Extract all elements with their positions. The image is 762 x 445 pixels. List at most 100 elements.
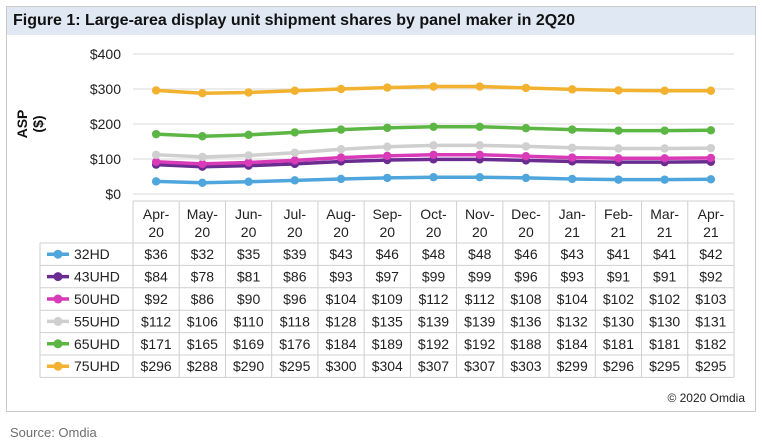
x-tick-label: Aug-	[326, 206, 356, 222]
legend-marker-key	[53, 294, 63, 304]
data-point-32HD	[383, 173, 392, 183]
table-value-label: $304	[372, 358, 403, 374]
y-tick-label: $200	[90, 116, 121, 132]
table-value-label: $84	[144, 269, 168, 285]
legend-series-name: 75UHD	[74, 358, 120, 374]
table-value-label: $108	[510, 291, 541, 307]
x-tick-label: 20	[148, 224, 164, 240]
data-point-32HD	[336, 174, 346, 184]
table-value-label: $303	[510, 358, 541, 374]
data-point-50UHD	[567, 153, 577, 162]
data-point-65UHD	[614, 126, 623, 135]
table-value-label: $296	[603, 358, 634, 374]
data-point-65UHD	[706, 126, 716, 135]
data-point-50UHD	[706, 153, 716, 163]
table-value-label: $46	[376, 246, 400, 262]
y-tick-label: $0	[105, 186, 121, 202]
table-value-label: $39	[283, 246, 307, 262]
copyright-text: © 2020 Omdia	[667, 391, 745, 405]
x-tick-label: 21	[703, 224, 719, 240]
data-point-75UHD	[151, 86, 161, 95]
table-value-label: $48	[468, 246, 492, 262]
table-value-label: $307	[418, 358, 449, 374]
data-point-55UHD	[151, 150, 161, 159]
x-tick-label: 20	[195, 224, 211, 240]
data-point-55UHD	[336, 145, 346, 154]
x-tick-label: 20	[287, 224, 303, 240]
data-point-75UHD	[567, 85, 577, 94]
table-value-label: $86	[283, 269, 307, 285]
x-tick-label: 21	[564, 224, 580, 240]
data-point-50UHD	[198, 159, 207, 169]
table-value-label: $46	[514, 246, 538, 262]
x-tick-label: Feb-	[604, 206, 633, 222]
table-value-label: $295	[695, 358, 726, 374]
table-value-label: $296	[141, 358, 172, 374]
figure-frame: Figure 1: Large-area display unit shipme…	[6, 6, 756, 412]
data-point-65UHD	[244, 130, 253, 140]
table-value-label: $135	[372, 313, 403, 329]
x-tick-label: Jan-	[559, 206, 587, 222]
legend-marker-key	[53, 361, 63, 371]
x-tick-label: Oct-	[420, 206, 447, 222]
legend-series-name: 55UHD	[74, 313, 120, 329]
data-point-55UHD	[475, 141, 484, 150]
table-value-label: $118	[280, 313, 310, 329]
table-value-label: $184	[557, 336, 588, 352]
table-value-label: $176	[279, 336, 310, 352]
data-point-32HD	[614, 175, 623, 184]
table-value-label: $96	[514, 269, 538, 285]
data-point-75UHD	[521, 83, 531, 93]
data-point-55UHD	[383, 142, 392, 151]
data-point-32HD	[290, 176, 300, 185]
data-point-65UHD	[429, 122, 438, 131]
data-point-65UHD	[567, 125, 577, 134]
data-point-50UHD	[475, 150, 484, 159]
table-value-label: $92	[144, 291, 168, 307]
table-value-label: $139	[464, 313, 495, 329]
data-point-32HD	[706, 175, 716, 184]
data-point-65UHD	[151, 129, 161, 139]
title-bar: Figure 1: Large-area display unit shipme…	[7, 7, 755, 35]
data-point-75UHD	[660, 86, 669, 95]
table-value-label: $192	[464, 336, 495, 352]
x-tick-label: Apr-	[143, 206, 170, 222]
table-value-label: $189	[372, 336, 403, 352]
data-point-65UHD	[336, 125, 346, 134]
data-point-50UHD	[429, 150, 438, 159]
legend-marker-key	[53, 339, 63, 349]
table-value-label: $295	[279, 358, 310, 374]
table-value-label: $181	[603, 336, 634, 352]
table-value-label: $184	[325, 336, 356, 352]
data-point-55UHD	[660, 144, 669, 153]
data-point-32HD	[567, 174, 577, 184]
legend-series-name: 65UHD	[74, 336, 120, 352]
data-point-50UHD	[614, 154, 623, 163]
table-value-label: $139	[418, 313, 449, 329]
data-point-50UHD	[290, 156, 300, 165]
table-value-label: $104	[557, 291, 588, 307]
data-point-32HD	[429, 173, 438, 182]
data-point-65UHD	[475, 122, 484, 131]
line-chart: $0 $100 $200 $300 $400 ASP ($) Apr- 20 May- 20 Jun-…	[14, 46, 735, 378]
data-point-50UHD	[244, 158, 253, 167]
data-point-75UHD	[614, 86, 623, 95]
x-tick-label: Nov-	[465, 206, 495, 222]
table-value-label: $97	[376, 269, 400, 285]
table-value-label: $181	[649, 336, 680, 352]
table-value-label: $171	[141, 336, 172, 352]
figure-title: Figure 1: Large-area display unit shipme…	[13, 12, 575, 29]
legend-marker-key	[53, 249, 63, 259]
table-value-label: $32	[191, 246, 215, 262]
data-point-32HD	[244, 177, 253, 186]
table-value-label: $131	[695, 313, 726, 329]
table-value-label: $112	[465, 291, 495, 307]
table-value-label: $112	[418, 291, 448, 307]
table-value-label: $41	[607, 246, 631, 262]
y-tick-label: $400	[90, 46, 121, 62]
table-value-label: $91	[607, 269, 631, 285]
data-point-75UHD	[336, 84, 346, 94]
data-point-55UHD	[198, 152, 207, 162]
table-value-label: $99	[422, 269, 446, 285]
legend-series-name: 50UHD	[74, 291, 120, 307]
